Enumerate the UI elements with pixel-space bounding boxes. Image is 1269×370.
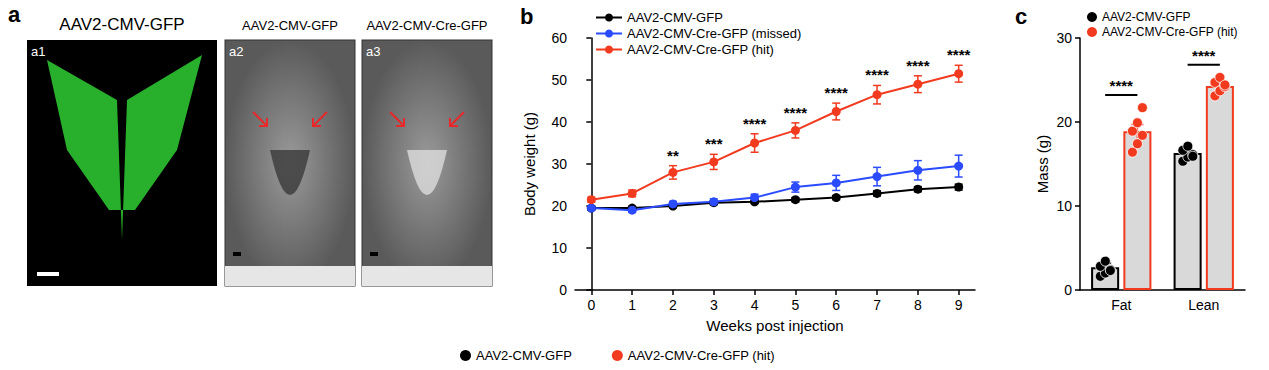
- svg-text:****: ****: [784, 104, 808, 121]
- svg-text:**: **: [667, 147, 679, 164]
- svg-text:0: 0: [559, 282, 567, 298]
- svg-text:50: 50: [551, 72, 567, 88]
- svg-text:2: 2: [669, 297, 677, 313]
- svg-text:AAV2-CMV-Cre-GFP (hit): AAV2-CMV-Cre-GFP (hit): [1102, 25, 1238, 39]
- svg-text:AAV2-CMV-Cre-GFP (hit): AAV2-CMV-Cre-GFP (hit): [628, 348, 775, 363]
- svg-text:20: 20: [1056, 114, 1072, 130]
- svg-text:AAV2-CMV-GFP: AAV2-CMV-GFP: [627, 10, 723, 25]
- svg-text:10: 10: [551, 240, 567, 256]
- svg-text:8: 8: [914, 297, 922, 313]
- svg-text:AAV2-CMV-GFP: AAV2-CMV-GFP: [476, 348, 572, 363]
- svg-text:AAV2-CMV-Cre-GFP: AAV2-CMV-Cre-GFP: [366, 18, 487, 33]
- svg-text:0: 0: [1064, 282, 1072, 298]
- svg-text:****: ****: [825, 84, 849, 101]
- svg-text:6: 6: [832, 297, 840, 313]
- svg-text:Body weight (g): Body weight (g): [521, 112, 538, 216]
- svg-text:30: 30: [1056, 30, 1072, 46]
- svg-text:****: ****: [865, 66, 889, 83]
- svg-text:30: 30: [551, 156, 567, 172]
- svg-text:Mass (g): Mass (g): [1034, 135, 1051, 193]
- svg-text:AAV2-CMV-Cre-GFP (missed): AAV2-CMV-Cre-GFP (missed): [627, 26, 801, 41]
- svg-text:****: ****: [906, 57, 930, 74]
- svg-text:****: ****: [1110, 77, 1134, 94]
- svg-text:Lean: Lean: [1188, 297, 1219, 313]
- svg-text:9: 9: [955, 297, 963, 313]
- svg-text:a1: a1: [31, 44, 45, 59]
- svg-text:a3: a3: [366, 44, 380, 59]
- svg-text:AAV2-CMV-Cre-GFP (hit): AAV2-CMV-Cre-GFP (hit): [627, 42, 774, 57]
- svg-text:5: 5: [792, 297, 800, 313]
- svg-text:3: 3: [710, 297, 718, 313]
- svg-text:0: 0: [587, 297, 595, 313]
- svg-text:AAV2-CMV-GFP: AAV2-CMV-GFP: [242, 18, 338, 33]
- svg-text:****: ****: [743, 115, 767, 132]
- svg-text:a: a: [8, 2, 21, 27]
- svg-text:a2: a2: [229, 44, 243, 59]
- svg-text:1: 1: [628, 297, 636, 313]
- svg-text:AAV2-CMV-GFP: AAV2-CMV-GFP: [1102, 10, 1190, 24]
- svg-text:7: 7: [873, 297, 881, 313]
- svg-text:20: 20: [551, 198, 567, 214]
- svg-text:c: c: [1015, 4, 1027, 29]
- svg-text:Fat: Fat: [1111, 297, 1131, 313]
- svg-text:40: 40: [551, 114, 567, 130]
- svg-text:4: 4: [751, 297, 759, 313]
- svg-text:10: 10: [1056, 198, 1072, 214]
- svg-text:60: 60: [551, 30, 567, 46]
- svg-text:****: ****: [1192, 47, 1216, 64]
- svg-text:***: ***: [705, 135, 723, 152]
- svg-text:b: b: [520, 4, 533, 29]
- svg-text:****: ****: [947, 46, 971, 63]
- svg-text:Weeks post injection: Weeks post injection: [706, 317, 843, 334]
- svg-text:AAV2-CMV-GFP: AAV2-CMV-GFP: [59, 15, 184, 34]
